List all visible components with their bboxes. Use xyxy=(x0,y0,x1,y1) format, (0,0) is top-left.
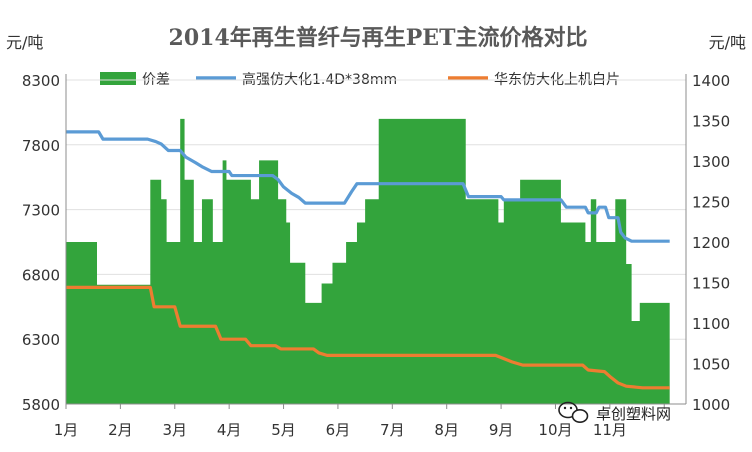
left-tick-label: 6800 xyxy=(22,266,60,284)
left-tick-label: 7300 xyxy=(22,202,60,220)
right-axis-unit: 元/吨 xyxy=(709,33,746,52)
left-axis-unit: 元/吨 xyxy=(6,33,43,52)
right-tick-label: 1350 xyxy=(692,113,730,131)
right-tick-label: 1300 xyxy=(692,153,730,171)
x-tick-label: 11月 xyxy=(593,421,627,439)
spread-area xyxy=(66,118,670,404)
wechat-watermark: 卓创塑料网 xyxy=(558,401,671,423)
right-tick-label: 1000 xyxy=(692,396,730,414)
wechat-icon xyxy=(558,401,589,423)
left-tick-label: 8300 xyxy=(22,72,60,90)
fiber-price-line xyxy=(66,130,670,243)
x-tick-label: 3月 xyxy=(162,421,187,439)
right-tick-label: 1200 xyxy=(692,234,730,252)
x-tick-label: 10月 xyxy=(538,421,572,439)
pet-price-line xyxy=(66,285,670,390)
axes xyxy=(65,74,687,405)
wechat-account-name: 卓创塑料网 xyxy=(596,405,671,423)
chart-title: 2014年再生普纤与再生PET主流价格对比 xyxy=(169,25,588,51)
price-lines-layer xyxy=(66,130,670,390)
x-tick-label: 2月 xyxy=(108,421,133,439)
left-axis-ticks: 5800 6300 6800 7300 7800 8300 xyxy=(22,72,60,414)
spread-area-layer xyxy=(66,118,670,404)
right-tick-label: 1100 xyxy=(692,315,730,333)
x-tick-label: 8月 xyxy=(434,421,459,439)
right-tick-label: 1050 xyxy=(692,356,730,374)
left-tick-label: 5800 xyxy=(22,396,60,414)
right-tick-label: 1250 xyxy=(692,194,730,212)
left-tick-label: 6300 xyxy=(22,331,60,349)
right-tick-label: 1150 xyxy=(692,275,730,293)
x-tick-label: 6月 xyxy=(326,421,351,439)
x-axis-ticks: 1月 2月 3月 4月 5月 6月 7月 8月 9月 10月 11月 xyxy=(54,404,665,439)
x-tick-label: 9月 xyxy=(489,421,514,439)
right-tick-label: 1400 xyxy=(692,72,730,90)
x-tick-label: 1月 xyxy=(54,421,79,439)
x-tick-label: 7月 xyxy=(380,421,405,439)
legend-swatch-spread xyxy=(100,72,136,85)
x-tick-label: 4月 xyxy=(217,421,242,439)
x-tick-label: 5月 xyxy=(271,421,296,439)
right-axis-ticks: 1000 1050 1100 1150 1200 1250 1300 1350 1400 xyxy=(692,72,730,414)
left-tick-label: 7800 xyxy=(22,137,60,155)
